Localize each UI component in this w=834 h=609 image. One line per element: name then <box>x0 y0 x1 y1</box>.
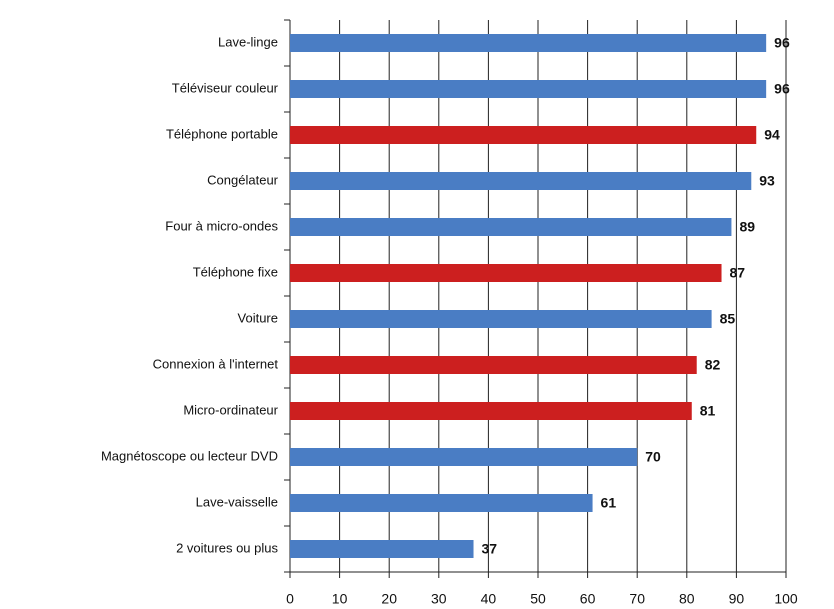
x-tick-label: 0 <box>286 591 294 607</box>
bar <box>290 264 722 282</box>
bar <box>290 218 732 236</box>
value-label: 81 <box>700 403 716 419</box>
value-label: 82 <box>705 357 721 373</box>
value-label: 96 <box>774 35 790 51</box>
x-tick-label: 50 <box>530 591 546 607</box>
bar <box>290 540 474 558</box>
category-label: Téléphone portable <box>166 126 278 141</box>
x-tick-label: 20 <box>381 591 397 607</box>
bar <box>290 494 593 512</box>
category-label: Téléviseur couleur <box>172 80 279 95</box>
category-label: Voiture <box>238 310 278 325</box>
x-tick-label: 70 <box>629 591 645 607</box>
value-label: 89 <box>739 219 755 235</box>
bar <box>290 356 697 374</box>
bar <box>290 80 767 98</box>
category-label: 2 voitures ou plus <box>176 540 278 555</box>
x-tick-label: 60 <box>580 591 596 607</box>
bar <box>290 310 712 328</box>
bar <box>290 402 692 420</box>
x-tick-label: 40 <box>481 591 497 607</box>
value-label: 87 <box>730 265 746 281</box>
category-label: Congélateur <box>207 172 278 187</box>
value-label: 61 <box>601 495 617 511</box>
category-label: Connexion à l'internet <box>153 356 279 371</box>
bar <box>290 34 767 52</box>
x-tick-label: 80 <box>679 591 695 607</box>
category-label: Téléphone fixe <box>193 264 278 279</box>
bar <box>290 172 752 190</box>
value-label: 37 <box>482 541 498 557</box>
value-label: 70 <box>645 449 661 465</box>
category-label: Lave-linge <box>218 34 278 49</box>
x-tick-label: 10 <box>332 591 348 607</box>
bar <box>290 448 638 466</box>
category-label: Lave-vaisselle <box>196 494 278 509</box>
bar <box>290 126 757 144</box>
value-label: 96 <box>774 81 790 97</box>
category-label: Magnétoscope ou lecteur DVD <box>101 448 278 463</box>
x-tick-label: 100 <box>774 591 798 607</box>
value-label: 94 <box>764 127 780 143</box>
category-label: Four à micro-ondes <box>165 218 278 233</box>
x-tick-label: 90 <box>729 591 745 607</box>
value-label: 93 <box>759 173 775 189</box>
x-tick-label: 30 <box>431 591 447 607</box>
value-label: 85 <box>720 311 736 327</box>
category-label: Micro-ordinateur <box>183 402 278 417</box>
